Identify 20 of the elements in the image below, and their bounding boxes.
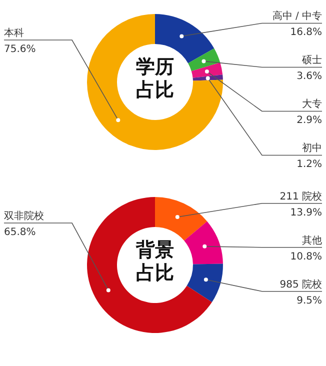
data-label: 3.6%: [296, 71, 322, 82]
slice-label: 本科: [4, 27, 24, 39]
data-label: 13.9%: [290, 207, 322, 218]
text: 学历占比: [135, 56, 175, 102]
slice-label: 其他: [302, 234, 322, 246]
data-label: 2.9%: [296, 115, 322, 126]
slice-label: 初中: [302, 142, 322, 154]
slice-label: 大专: [302, 98, 322, 110]
data-label: 9.5%: [296, 295, 322, 306]
slice-label: 高中 / 中专: [272, 10, 322, 22]
slice-label: 双非院校: [4, 210, 44, 222]
data-label: 65.8%: [4, 227, 36, 238]
data-label: 75.6%: [4, 44, 36, 55]
data-label: 16.8%: [290, 27, 322, 38]
slice-label: 211 院校: [280, 190, 322, 202]
data-label: 1.2%: [296, 159, 322, 170]
slice-label: 985 院校: [280, 278, 322, 290]
data-label: 10.8%: [290, 251, 322, 262]
slice-label: 硕士: [301, 54, 322, 66]
text: 背景占比: [135, 239, 175, 285]
